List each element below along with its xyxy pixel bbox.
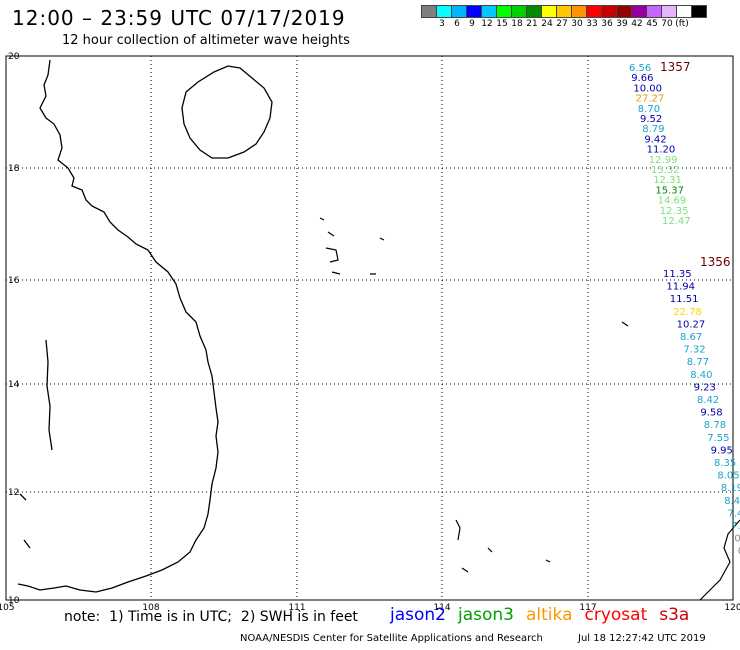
swh-value: 12.31 [653, 175, 682, 186]
swh-value: 7.10 [731, 521, 740, 532]
lon-label: 105 [0, 603, 15, 613]
swh-value: 9.66 [631, 73, 653, 84]
coastline-hainan [181, 65, 273, 159]
legend-label: (ft) [675, 19, 689, 29]
swh-value: 0.55 [734, 534, 740, 545]
map-subtitle: 12 hour collection of altimeter wave hei… [62, 33, 350, 48]
swh-value: 12.47 [662, 216, 691, 227]
swh-value: 12.99 [649, 155, 678, 166]
credit-line: NOAA/NESDIS Center for Satellite Applica… [240, 633, 543, 644]
satellite-name: cryosat [584, 605, 648, 625]
swh-value: 8.19 [721, 483, 740, 494]
swh-value: 11.20 [647, 145, 676, 156]
axis-labels: 105 108 111 114 117 120 20 18 16 14 12 10 [0, 52, 740, 613]
satellite-name: altika [526, 605, 573, 625]
lon-label: 120 [724, 603, 740, 613]
swh-value: 8.67 [680, 332, 702, 343]
swh-value: 9.42 [644, 134, 666, 145]
lat-label: 18 [8, 164, 20, 174]
track-1357: 1357 6.569.6610.0027.278.709.528.799.4211… [629, 60, 691, 227]
legend-label: 27 [556, 19, 568, 29]
lat-label: 10 [8, 596, 20, 606]
generated-timestamp: Jul 18 12:27:42 UTC 2019 [578, 633, 706, 644]
lat-label: 16 [8, 276, 20, 286]
swh-value: 9.23 [694, 382, 716, 393]
legend-labels: 3 6 9 12 15 18 21 24 27 30 33 36 39 42 45 70 (ft) [421, 18, 740, 30]
lon-label: 108 [142, 603, 159, 613]
legend-label: 3 [439, 19, 445, 29]
swh-value: 7.55 [707, 433, 729, 444]
coastline-islands [319, 217, 740, 601]
lon-label: 114 [433, 603, 450, 613]
legend-label: 36 [601, 19, 613, 29]
pass-number-label: 1356 [700, 255, 731, 269]
swh-value: 8.40 [690, 370, 712, 381]
units-note: note: 1) Time is in UTC; 2) SWH is in fe… [64, 609, 358, 625]
legend-label: 45 [646, 19, 658, 29]
swh-value: 15.37 [655, 185, 684, 196]
swh-value: 10.27 [677, 319, 706, 330]
swh-value: 10.00 [633, 83, 662, 94]
pass-number-label: 1357 [660, 60, 691, 74]
legend-label: 30 [571, 19, 583, 29]
swh-value: 8.70 [638, 104, 660, 115]
legend-label: 42 [631, 19, 643, 29]
altimeter-tracks: 13576.569.6610.0027.278.709.528.799.4211… [629, 60, 740, 557]
legend-label: 24 [541, 19, 553, 29]
legend-swatches [421, 5, 740, 18]
swh-value: 8.78 [704, 420, 726, 431]
swh-value: 11.51 [670, 294, 699, 305]
legend-label: 6 [454, 19, 460, 29]
coastline-vietnam [17, 59, 219, 593]
swh-value: 22.78 [673, 307, 702, 318]
swh-value: 12.35 [660, 206, 689, 217]
lat-lon-grid [5, 55, 734, 601]
color-legend: 3 6 9 12 15 18 21 24 27 30 33 36 39 42 45 70 (ft) [421, 5, 740, 30]
swh-value: 6.56 [629, 63, 651, 74]
legend-label: 39 [616, 19, 628, 29]
lat-label: 20 [8, 52, 20, 62]
legend-label: 18 [511, 19, 523, 29]
swh-value: 8.35 [714, 458, 736, 469]
track-1356: 135611.3511.9411.5122.7810.278.677.328.7… [663, 255, 740, 557]
lat-label: 12 [8, 488, 19, 498]
swh-value: 8.47 [724, 496, 740, 507]
swh-value: 11.35 [663, 269, 692, 280]
swh-value: 27.27 [636, 94, 665, 105]
satellite-name: jason2 [390, 605, 446, 625]
swh-value: 8.42 [697, 395, 719, 406]
lon-label: 111 [288, 603, 305, 613]
swh-value: 8.05 [717, 471, 739, 482]
swh-value: 0.55 [738, 546, 740, 557]
satellite-legend: jason2 jason3 altika cryosat s3a [390, 605, 701, 625]
map-frame [5, 55, 734, 601]
swh-value: 9.58 [700, 408, 722, 419]
satellite-name: s3a [659, 605, 690, 625]
legend-label: 12 [481, 19, 493, 29]
swh-value: 13.32 [651, 165, 680, 176]
lat-label: 14 [8, 380, 20, 390]
lon-label: 117 [579, 603, 596, 613]
swh-value: 8.77 [687, 357, 709, 368]
swh-value: 7.32 [683, 345, 705, 356]
swh-value: 7.45 [728, 508, 740, 519]
swh-value: 14.69 [658, 196, 687, 207]
swh-value: 8.79 [642, 124, 664, 135]
swh-value: 9.52 [640, 114, 662, 125]
legend-label: 9 [469, 19, 475, 29]
swh-value: 9.95 [711, 445, 733, 456]
satellite-name: jason3 [458, 605, 514, 625]
legend-label: 15 [496, 19, 508, 29]
legend-swatch [691, 5, 707, 18]
map-title: 12:00 – 23:59 UTC 07/17/2019 [12, 6, 346, 30]
legend-label: 21 [526, 19, 538, 29]
swh-value: 11.94 [666, 282, 695, 293]
legend-label: 70 [661, 19, 673, 29]
legend-label: 33 [586, 19, 598, 29]
